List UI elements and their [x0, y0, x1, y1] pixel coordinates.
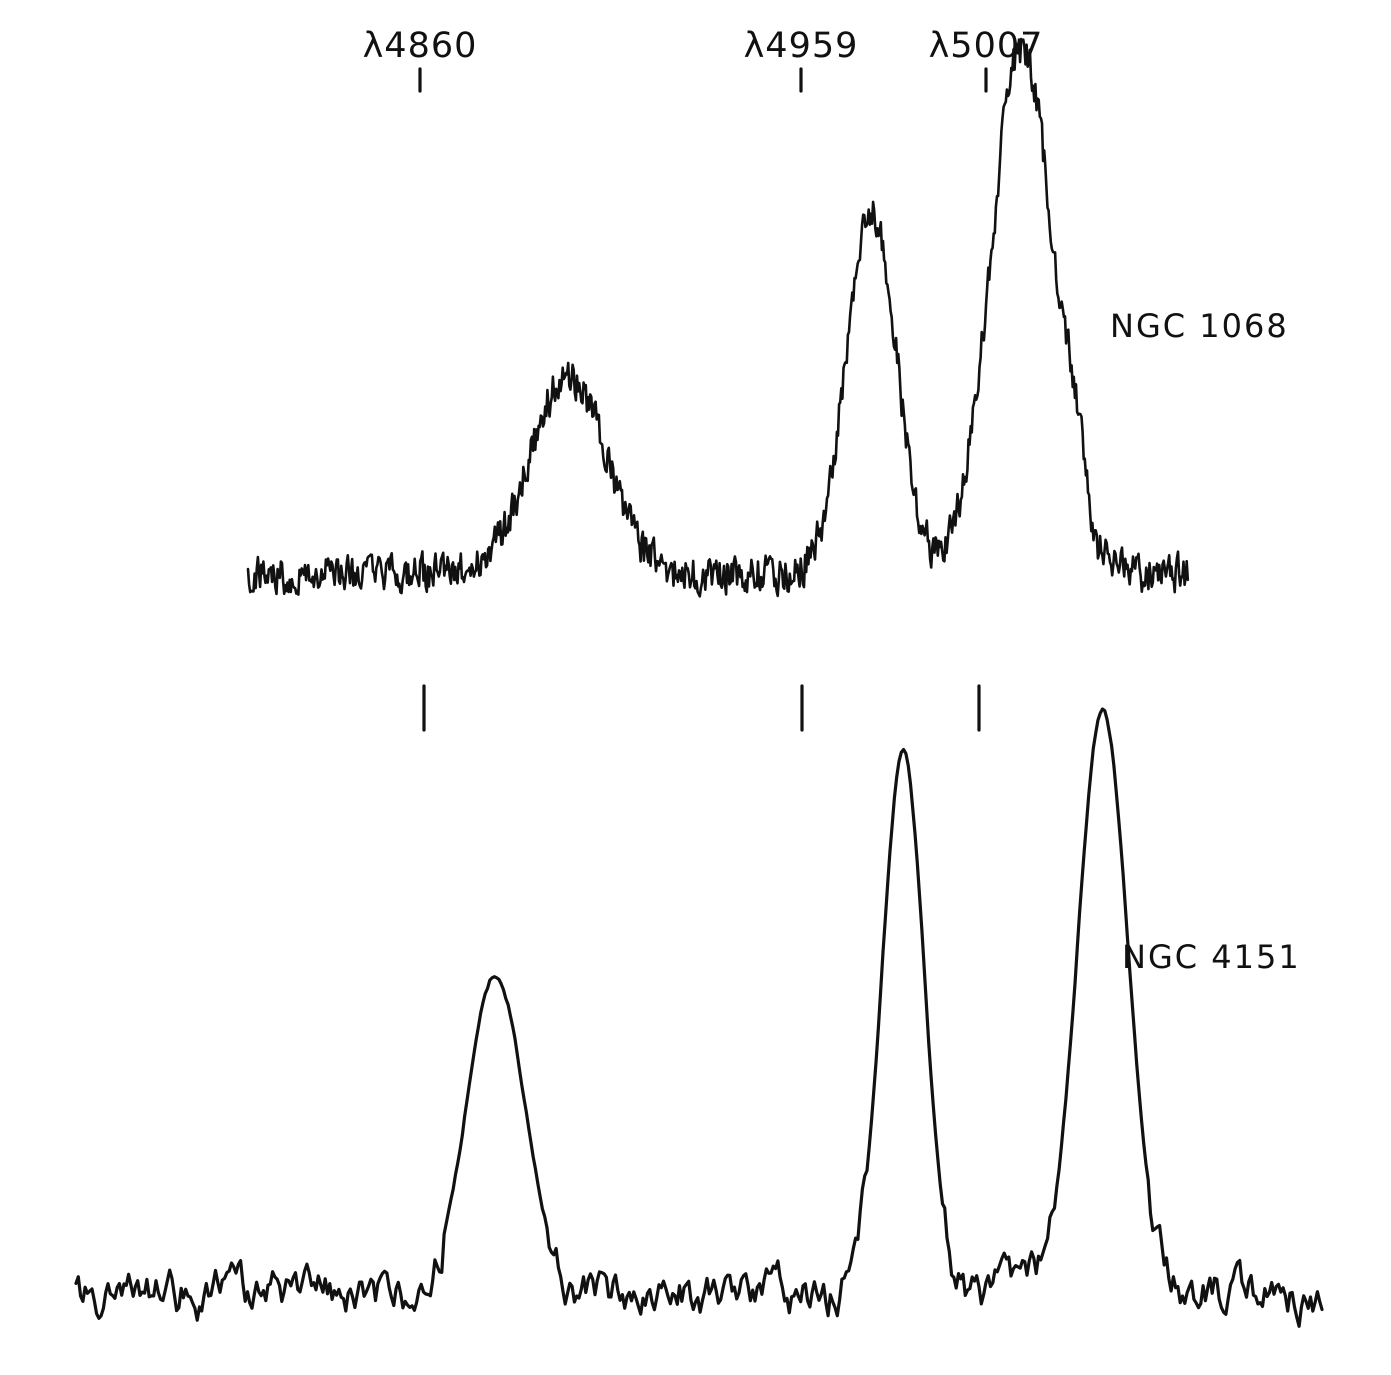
- spectrum-label-ngc-4151: NGC 4151: [1122, 938, 1301, 976]
- spectrum-label-ngc-1068: NGC 1068: [1110, 307, 1289, 345]
- spectra-traces: [74, 37, 1324, 1328]
- line-label-4860: λ4860: [363, 26, 478, 66]
- ngc-4151-spectrum-line: [74, 707, 1324, 1328]
- ngc-1068-spectrum-line: [246, 37, 1190, 598]
- line-label-4959: λ4959: [744, 26, 859, 66]
- marker-ticks: [418, 67, 988, 732]
